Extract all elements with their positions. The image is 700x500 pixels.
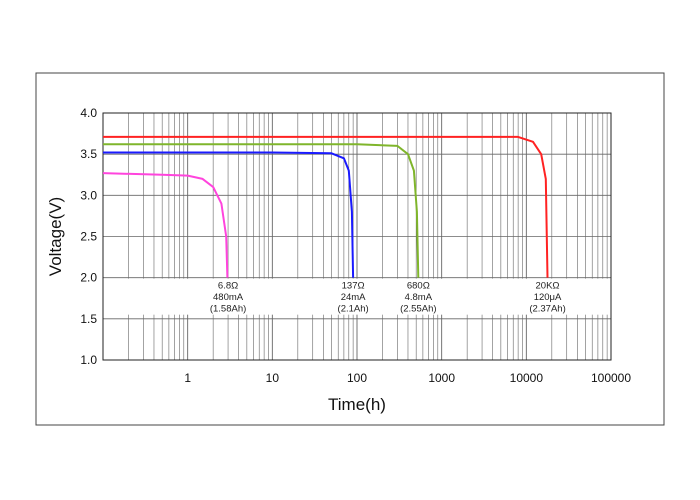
series-annotation: 120μA [534, 292, 562, 303]
x-tick-label: 100000 [591, 371, 631, 385]
x-tick-label: 100 [347, 371, 367, 385]
series-annotation: (1.58Ah) [210, 304, 246, 315]
series-annotation: 4.8mA [405, 292, 433, 303]
x-tick-label: 1000 [428, 371, 455, 385]
y-tick-label: 2.5 [80, 230, 97, 244]
grid [103, 112, 611, 361]
y-axis-title: Voltage(V) [46, 197, 65, 276]
series-annotation: (2.55Ah) [400, 304, 436, 315]
x-tick-label: 10 [266, 371, 280, 385]
y-tick-label: 1.0 [80, 353, 97, 367]
annotation-band [104, 278, 610, 315]
outer-frame [35, 72, 665, 426]
annotation-background [104, 278, 610, 315]
series-annotation: (2.37Ah) [529, 304, 565, 315]
y-tick-label: 3.0 [80, 188, 97, 202]
y-tick-label: 3.5 [80, 147, 97, 161]
y-tick-label: 1.5 [80, 312, 97, 326]
y-tick-label: 2.0 [80, 271, 97, 285]
tick-labels: 1.0 1.5 2.0 2.5 3.0 3.5 4.0 1 10 100 1000 10000 1000… [80, 106, 631, 385]
series-group [102, 135, 549, 278]
series-line-2 [103, 151, 355, 278]
x-axis-title: Time(h) [328, 395, 386, 414]
series-annotation: 480mA [213, 292, 244, 303]
plot-area [102, 112, 612, 361]
x-tick-label: 1 [184, 371, 191, 385]
series-line-4 [103, 135, 549, 278]
series-annotation: 680Ω [407, 281, 430, 292]
y-tick-label: 4.0 [80, 106, 97, 120]
series-annotation: 24mA [341, 292, 366, 303]
series-annotation: (2.1Ah) [338, 304, 369, 315]
series-annotation: 6.8Ω [218, 281, 238, 292]
series-line-3 [103, 143, 420, 278]
series-annotation: 20KΩ [536, 281, 560, 292]
series-line-1 [102, 172, 229, 278]
series-annotation: 137Ω [342, 281, 365, 292]
x-tick-label: 10000 [510, 371, 544, 385]
